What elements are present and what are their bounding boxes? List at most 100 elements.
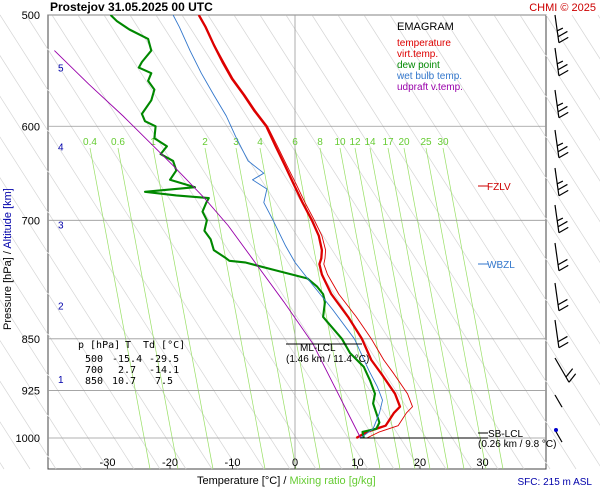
background-diagonal xyxy=(311,14,600,467)
background-diagonal xyxy=(493,14,600,182)
mixing-ratio-label: 14 xyxy=(364,137,376,148)
background-diagonal xyxy=(0,339,83,470)
altitude-tick-label: 4 xyxy=(58,142,64,153)
wind-barb xyxy=(554,89,569,119)
mixing-ratio-line xyxy=(403,147,465,470)
mixing-ratio-label: 25 xyxy=(420,137,432,148)
background-diagonal xyxy=(155,14,447,470)
mixing-ratio-label: 0.4 xyxy=(83,137,97,148)
background-diagonal xyxy=(441,14,600,264)
mixing-ratio-label: 2 xyxy=(202,137,208,148)
legend-item-dew-point: dew point xyxy=(397,60,440,71)
background-diagonal xyxy=(0,14,291,470)
wind-barb xyxy=(554,319,569,349)
mixing-ratio-line xyxy=(387,147,449,470)
background-diagonal xyxy=(519,14,600,141)
mixing-ratio-line xyxy=(235,147,297,470)
pressure-tick-label: 850 xyxy=(22,334,40,346)
background-diagonal xyxy=(0,177,187,470)
background-diagonal xyxy=(363,14,600,386)
wind-barb xyxy=(554,47,569,77)
background-diagonal xyxy=(337,14,600,426)
pressure-tick-label: 500 xyxy=(22,10,40,22)
temperature-tick-label: 30 xyxy=(476,457,488,469)
mixing-ratio-label: 12 xyxy=(349,137,361,148)
wind-barb xyxy=(554,282,569,312)
temperature-tick-label: 10 xyxy=(351,457,363,469)
ml-lcl-label: ML-LCL xyxy=(300,343,336,354)
level-labels: FZLV WBZL ML-LCL (1.46 km / 11.4 °C) SB-… xyxy=(286,182,556,450)
background-diagonal xyxy=(467,14,600,223)
legend-item-virt-temp: virt.temp. xyxy=(397,49,438,60)
mixing-ratio-label: 10 xyxy=(334,137,346,148)
wind-barb xyxy=(554,357,577,383)
surface-wind-marker xyxy=(554,428,558,432)
series-line-temperature xyxy=(197,15,402,439)
wind-barbs xyxy=(554,14,577,443)
altitude-tick-label: 3 xyxy=(58,221,64,232)
mixing-ratio-label: 17 xyxy=(382,137,394,148)
credit-text: CHMI © 2025 xyxy=(529,2,596,14)
plot-frame xyxy=(47,14,547,470)
background-diagonal xyxy=(0,380,57,470)
table-header: p [hPa] T Td [°C] xyxy=(78,340,185,351)
mixing-ratio-label: 20 xyxy=(398,137,410,148)
pressure-tick-label: 925 xyxy=(22,385,40,397)
background-diagonal xyxy=(259,14,551,470)
surface-label: SFC: 215 m ASL xyxy=(518,477,593,488)
altitude-tick-label: 2 xyxy=(58,302,64,313)
mixing-ratio-line xyxy=(339,147,401,470)
legend-heading: EMAGRAM xyxy=(397,21,454,33)
series-line-wet-bulb-temp xyxy=(172,15,383,439)
wind-barb xyxy=(554,204,569,234)
mixing-ratio-label: 0.6 xyxy=(111,137,125,148)
y-axis-label: Pressure [hPa] / Altitude [km] xyxy=(2,188,14,330)
legend-item-updraft: udpraft v.temp. xyxy=(397,82,463,93)
sb-lcl-value: (0.26 km / 9.8 °C) xyxy=(478,439,556,450)
chart-title: Prostejov 31.05.2025 00 UTC xyxy=(50,0,213,14)
temperature-tick-label: -10 xyxy=(225,457,241,469)
temperature-tick-label: 20 xyxy=(414,457,426,469)
pressure-tick-label: 600 xyxy=(22,121,40,133)
series-line-dew-point xyxy=(109,15,381,439)
mixing-ratio-label: 1 xyxy=(150,137,156,148)
series-layer xyxy=(54,15,413,439)
mixing-ratio-line xyxy=(442,147,504,470)
background-diagonal xyxy=(181,14,473,470)
altitude-tick-label: 1 xyxy=(58,375,64,386)
background-diagonal xyxy=(389,14,600,345)
mixing-ratio-label: 3 xyxy=(233,137,239,148)
pressure-tick-label: 700 xyxy=(22,215,40,227)
axis-ticks: 0.4 0.6 1 2 3 4 6 8 10 12 14 17 20 25 3050060070085092… xyxy=(16,10,489,469)
wind-barb xyxy=(554,429,563,443)
background-diagonal xyxy=(0,299,109,470)
mixing-ratio-line xyxy=(152,147,214,470)
altitude-tick-label: 5 xyxy=(58,64,64,75)
mixing-ratio-line xyxy=(89,147,151,470)
grid-layer xyxy=(0,14,600,470)
background-diagonal xyxy=(545,14,600,101)
temperature-tick-label: -30 xyxy=(100,457,116,469)
wind-barb xyxy=(554,242,569,272)
background-diagonal xyxy=(571,14,600,60)
table-row: 700 2.7 -14.1 xyxy=(85,365,179,376)
background-diagonal xyxy=(129,14,421,470)
table-row: 500 -15.4 -29.5 xyxy=(85,354,179,365)
ml-lcl-value: (1.46 km / 11.4 °C) xyxy=(286,354,369,365)
fzlv-label: FZLV xyxy=(487,182,511,193)
mixing-ratio-label: 4 xyxy=(257,137,263,148)
background-diagonal xyxy=(285,14,577,470)
temperature-tick-label: -20 xyxy=(162,457,178,469)
wind-barb xyxy=(554,394,563,408)
series-line-virt-temp xyxy=(199,15,413,439)
temperature-tick-label: 0 xyxy=(292,457,298,469)
wind-barb xyxy=(554,167,569,197)
background-diagonal xyxy=(0,55,265,470)
mixing-ratio-label: 30 xyxy=(437,137,449,148)
background-diagonal xyxy=(0,258,135,470)
wbzl-label: WBZL xyxy=(487,260,515,271)
legend-box: EMAGRAM temperature virt.temp. dew point… xyxy=(396,21,463,93)
mixing-ratio-line xyxy=(425,147,487,470)
lcl-markers xyxy=(286,185,488,439)
data-table: p [hPa] T Td [°C] 500 -15.4 -29.5 700 2.7 -14.… xyxy=(78,340,185,387)
